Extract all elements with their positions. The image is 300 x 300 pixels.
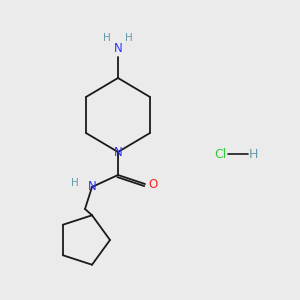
Text: Cl: Cl: [214, 148, 226, 161]
Text: N: N: [114, 41, 122, 55]
Text: N: N: [88, 181, 96, 194]
Text: H: H: [125, 33, 133, 43]
Text: O: O: [148, 178, 158, 191]
Text: H: H: [71, 178, 79, 188]
Text: N: N: [114, 146, 122, 158]
Text: H: H: [103, 33, 111, 43]
Text: H: H: [248, 148, 258, 161]
